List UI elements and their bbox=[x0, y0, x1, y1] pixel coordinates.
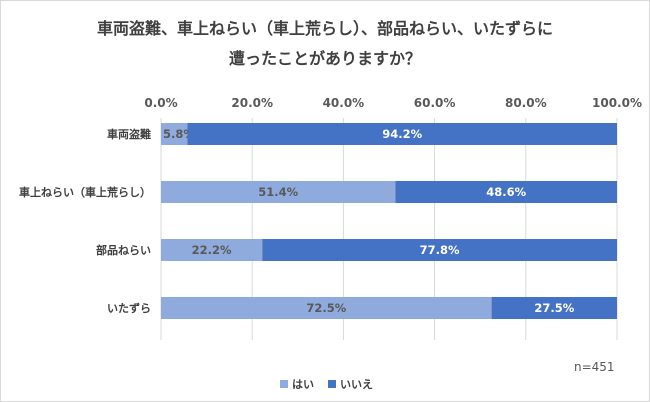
chart-legend: はい いいえ bbox=[280, 376, 387, 392]
legend-item-no: いいえ bbox=[328, 376, 373, 392]
x-tick-label-1: 20.0% bbox=[231, 96, 273, 110]
legend-label-yes: はい bbox=[292, 378, 314, 391]
sample-size-note: n=451 bbox=[574, 360, 615, 374]
bar-no-0 bbox=[187, 123, 617, 145]
legend-label-no: いいえ bbox=[340, 378, 373, 391]
category-label-0: 車両盗難 bbox=[107, 127, 151, 141]
bar-yes-0 bbox=[161, 123, 188, 145]
chart-title: 車両盗難、車上ねらい（車上荒らし）、部品ねらい、いたずらに 遭ったことがあります… bbox=[0, 14, 650, 74]
bar-no-2 bbox=[262, 239, 617, 261]
bar-yes-1 bbox=[161, 181, 396, 203]
data-label-no-2: 77.8% bbox=[420, 243, 460, 257]
data-label-yes-3: 72.5% bbox=[306, 301, 346, 315]
category-label-2: 部品ねらい bbox=[96, 243, 151, 257]
category-label-3: いたずら bbox=[107, 301, 151, 315]
chart-title-line-1: 車両盗難、車上ねらい（車上荒らし）、部品ねらい、いたずらに bbox=[96, 19, 553, 38]
x-tick-label-5: 100.0% bbox=[592, 96, 642, 110]
data-label-no-0: 94.2% bbox=[382, 127, 422, 141]
data-label-yes-0: 5.8% bbox=[163, 127, 195, 141]
data-label-no-1: 48.6% bbox=[486, 185, 526, 199]
x-tick-label-4: 80.0% bbox=[505, 96, 547, 110]
x-tick-label-0: 0.0% bbox=[144, 96, 177, 110]
data-label-yes-2: 22.2% bbox=[192, 243, 232, 257]
legend-swatch-no bbox=[328, 380, 336, 388]
bar-no-1 bbox=[395, 181, 617, 203]
data-label-no-3: 27.5% bbox=[534, 301, 574, 315]
x-tick-label-2: 40.0% bbox=[323, 96, 365, 110]
category-label-1: 車上ねらい（車上荒らし） bbox=[19, 185, 151, 199]
bar-yes-3 bbox=[161, 297, 492, 319]
chart-title-line-2: 遭ったことがありますか？ bbox=[228, 49, 421, 68]
bar-no-3 bbox=[491, 297, 617, 319]
legend-item-yes: はい bbox=[280, 376, 314, 392]
x-tick-label-3: 60.0% bbox=[414, 96, 456, 110]
bar-yes-2 bbox=[161, 239, 263, 261]
legend-swatch-yes bbox=[280, 380, 288, 388]
data-label-yes-1: 51.4% bbox=[258, 185, 298, 199]
